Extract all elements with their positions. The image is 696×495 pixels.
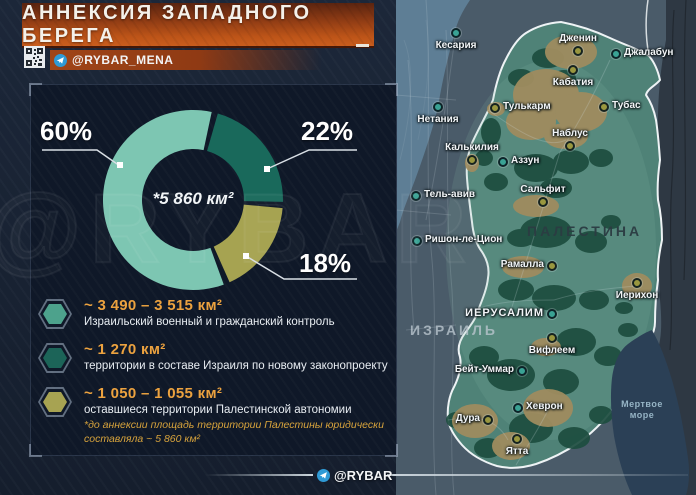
legend-value: ~ 1 050 – 1 055 км² [84,385,223,402]
legend-value: ~ 1 270 км² [84,341,166,358]
legend-hexagon-icon [38,299,72,329]
telegram-icon [317,469,330,482]
qr-code [24,46,45,68]
donut-chart [42,110,357,291]
banner-dash-decoration [356,44,369,47]
footer-line-left [205,474,313,476]
pct-label-18: 18% [299,248,352,278]
channel-badge-bar: @RYBAR_MENA [50,50,322,70]
donut-slice-18% [213,204,283,283]
donut-center-label: *5 860 км² [152,189,234,208]
panel-corner [385,83,398,96]
dead-sea [610,330,690,495]
legend-item-palestine-remainder: ~ 1 050 – 1 055 км² оставшиеся территори… [38,385,384,446]
road-lines-wb [447,59,637,466]
legend-desc: оставшиеся территории Палестинской автон… [84,404,352,416]
legend: ~ 3 490 – 3 515 км² Израильский военный … [38,297,388,457]
legend-desc: территории в составе Израиля по новому з… [84,360,388,372]
callout-dots [117,162,270,259]
terrain-ridges [669,0,687,351]
page-title: АННЕКСИЯ ЗАПАДНОГО БЕРЕГА [22,1,312,47]
callout-lines [42,149,357,280]
panel-corner [385,444,398,457]
border-line-north [645,0,650,57]
sea-wave-line [417,19,429,141]
legend-desc: Израильский военный и гражданский контро… [84,316,335,328]
pct-label-22: 22% [301,116,354,146]
pct-label-60: 60% [40,116,93,146]
mediterranean-sea [396,0,470,232]
title-banner: АННЕКСИЯ ЗАПАДНОГО БЕРЕГА [22,1,374,48]
donut-slice-22% [207,113,283,202]
telegram-icon [54,53,67,67]
sea-wave-line [399,39,412,161]
westbank-map [396,0,696,495]
legend-hexagon-icon [38,387,72,417]
legend-hexagon-icon [38,343,72,373]
footer-channel-name: @RYBAR [334,468,393,483]
legend-value: ~ 3 490 – 3 515 км² [84,297,223,314]
enclave-zones-tan [452,35,652,460]
panel-corner [29,444,42,457]
legend-item-military-control: ~ 3 490 – 3 515 км² Израильский военный … [38,297,368,330]
panel-corner [29,83,42,96]
donut-slice-60% [102,110,224,291]
footer-channel-badge: @RYBAR [317,468,392,483]
channel-name: @RYBAR_MENA [72,53,174,67]
legend-footnote: *до аннексии площадь территории Палестин… [84,419,384,445]
legend-item-israel-territory: ~ 1 270 км² территории в составе Израиля… [38,341,388,374]
